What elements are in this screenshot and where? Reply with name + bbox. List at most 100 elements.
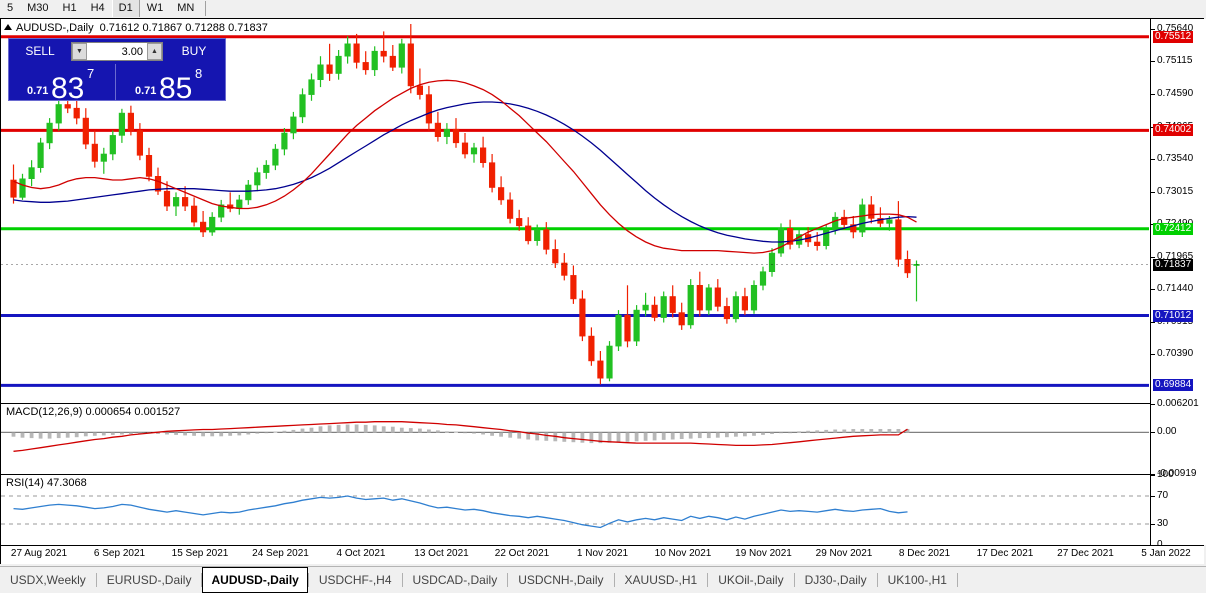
sell-button[interactable]: SELL [25,44,55,58]
axis-tick [1151,545,1155,546]
tab-separator [793,573,795,587]
date-axis-label: 24 Sep 2021 [252,548,309,559]
date-axis-label: 10 Nov 2021 [654,548,712,559]
price-level-label-red[interactable]: 0.75512 [1153,30,1194,43]
axis-tick [1151,475,1155,476]
buy-price-main: 85 [159,72,193,105]
price-level-label-black[interactable]: 0.71837 [1153,258,1194,271]
price-level-label-red[interactable]: 0.74002 [1153,124,1194,137]
price-axis-label: 0.73540 [1157,153,1194,164]
price-level-label-blue[interactable]: 0.71012 [1153,309,1194,322]
axis-tick [1151,432,1155,434]
rsi-pane[interactable] [1,475,1149,545]
price-axis-label: 0.75640 [1157,22,1194,34]
tab-separator [956,573,958,587]
price-axis[interactable]: 0.756400.751150.745900.740650.735400.730… [1150,19,1206,550]
symbol-name: AUDUSD-,Daily [16,22,94,34]
tab-separator [613,573,615,587]
chart-tab-dj30-daily[interactable]: DJ30-,Daily [804,573,867,587]
timeframe-mn[interactable]: MN [177,2,195,14]
chart-tab-uk100-h1[interactable]: UK100-,H1 [887,573,947,587]
trade-panel-top-row: SELL ▼ 3.00 ▲ BUY [9,39,225,64]
tab-separator [307,573,309,587]
chart-tab-usdcnh-daily[interactable]: USDCNH-,Daily [518,573,604,587]
tab-separator [401,573,403,587]
date-axis-label: 4 Oct 2021 [336,548,386,559]
price-axis-label: 0.70390 [1157,348,1194,360]
pane-divider-1 [1,403,1203,404]
volume-value[interactable]: 3.00 [121,45,143,58]
price-axis-label: 0.74590 [1157,87,1194,99]
chart-tab-usdx-weekly[interactable]: USDX,Weekly [10,573,86,587]
date-axis-label: 15 Sep 2021 [171,548,229,559]
tab-separator [201,573,203,587]
chart-tab-usdcad-daily[interactable]: USDCAD-,Daily [412,573,498,587]
timeframe-5[interactable]: 5 [7,2,14,14]
date-axis-label: 5 Jan 2022 [1141,548,1191,559]
one-click-trading-panel[interactable]: SELL ▼ 3.00 ▲ BUY 0.71 83 7 0.71 85 8 [8,38,226,104]
date-axis-label: 13 Oct 2021 [414,548,469,559]
axis-tick [1151,354,1155,356]
price-axis-label: 0.71965 [1157,250,1194,262]
volume-input[interactable]: ▼ 3.00 ▲ [71,42,163,61]
chart-tab-usdchf-h4[interactable]: USDCHF-,H4 [318,573,392,587]
sell-price-prefix: 0.71 [27,85,49,97]
tab-separator [95,573,97,587]
buy-button[interactable]: BUY [181,44,207,58]
price-level-label-green[interactable]: 0.72412 [1153,222,1194,235]
volume-decrease-button[interactable]: ▼ [72,43,87,60]
timeframe-toolbar: 5 M30 H1 H4 D1 W1 MN [0,0,1206,17]
timeframe-m30[interactable]: M30 [27,2,49,14]
toolbar-separator [205,1,207,16]
chart-tab-audusd-daily[interactable]: AUDUSD-,Daily [202,567,308,593]
timeframe-h1[interactable]: H1 [62,2,77,14]
axis-tick [1151,159,1155,160]
chart-frame [0,18,1204,564]
timeframe-h4[interactable]: H4 [90,2,105,14]
rsi-axis-label: 30 [1157,518,1169,529]
sell-price[interactable]: 0.71 83 7 [11,64,116,104]
date-axis-label: 1 Nov 2021 [576,548,629,559]
price-chart-pane[interactable] [1,19,1149,403]
rsi-chart [1,495,1149,529]
trade-panel-price-row: 0.71 83 7 0.71 85 8 [9,64,225,104]
rsi-axis-label: 100 [1157,469,1174,480]
macd-caption: MACD(12,26,9) 0.000654 0.001527 [6,406,181,418]
axis-tick [1151,28,1155,30]
tab-separator [876,573,878,587]
timeframe-d1[interactable]: D1 [111,0,140,17]
price-level-label-blue[interactable]: 0.69884 [1153,379,1194,392]
sell-price-main: 83 [51,72,85,105]
volume-increase-button[interactable]: ▲ [147,43,162,60]
buy-price[interactable]: 0.71 85 8 [119,64,223,104]
tab-separator [707,573,709,587]
macd-axis-label: 0.006201 [1157,398,1199,409]
axis-tick [1151,256,1155,258]
axis-tick [1151,474,1155,475]
macd-axis-label: 0.00 [1157,426,1177,438]
timeframe-w1[interactable]: W1 [146,2,164,14]
pane-divider-2 [1,474,1203,475]
chart-tab-ukoil-daily[interactable]: UKOil-,Daily [718,573,784,587]
axis-tick [1151,93,1155,95]
chart-tab-bar: USDX,Weekly EURUSD-,Daily AUDUSD-,Daily USD… [0,566,1206,593]
date-axis-label: 27 Dec 2021 [1057,548,1114,559]
macd-pane[interactable] [1,404,1149,474]
date-axis-label: 17 Dec 2021 [976,548,1034,559]
date-axis-label: 8 Dec 2021 [898,548,951,559]
date-axis-label: 29 Nov 2021 [815,548,873,559]
tab-separator [507,573,509,587]
sell-price-fraction: 7 [87,66,95,81]
collapse-triangle-icon[interactable] [4,24,12,31]
timeframe-list: 5 M30 H1 H4 D1 W1 MN [0,0,1206,17]
price-axis-label: 0.73015 [1157,185,1194,197]
date-axis-label: 6 Sep 2021 [93,548,146,559]
axis-tick [1151,61,1155,63]
axis-tick [1151,191,1155,193]
chart-tab-xauusd-h1[interactable]: XAUUSD-,H1 [624,573,698,587]
chart-tab-eurusd-daily[interactable]: EURUSD-,Daily [106,573,192,587]
buy-price-fraction: 8 [195,66,203,81]
chevron-down-icon: ▼ [76,48,83,55]
axis-tick [1151,404,1155,405]
